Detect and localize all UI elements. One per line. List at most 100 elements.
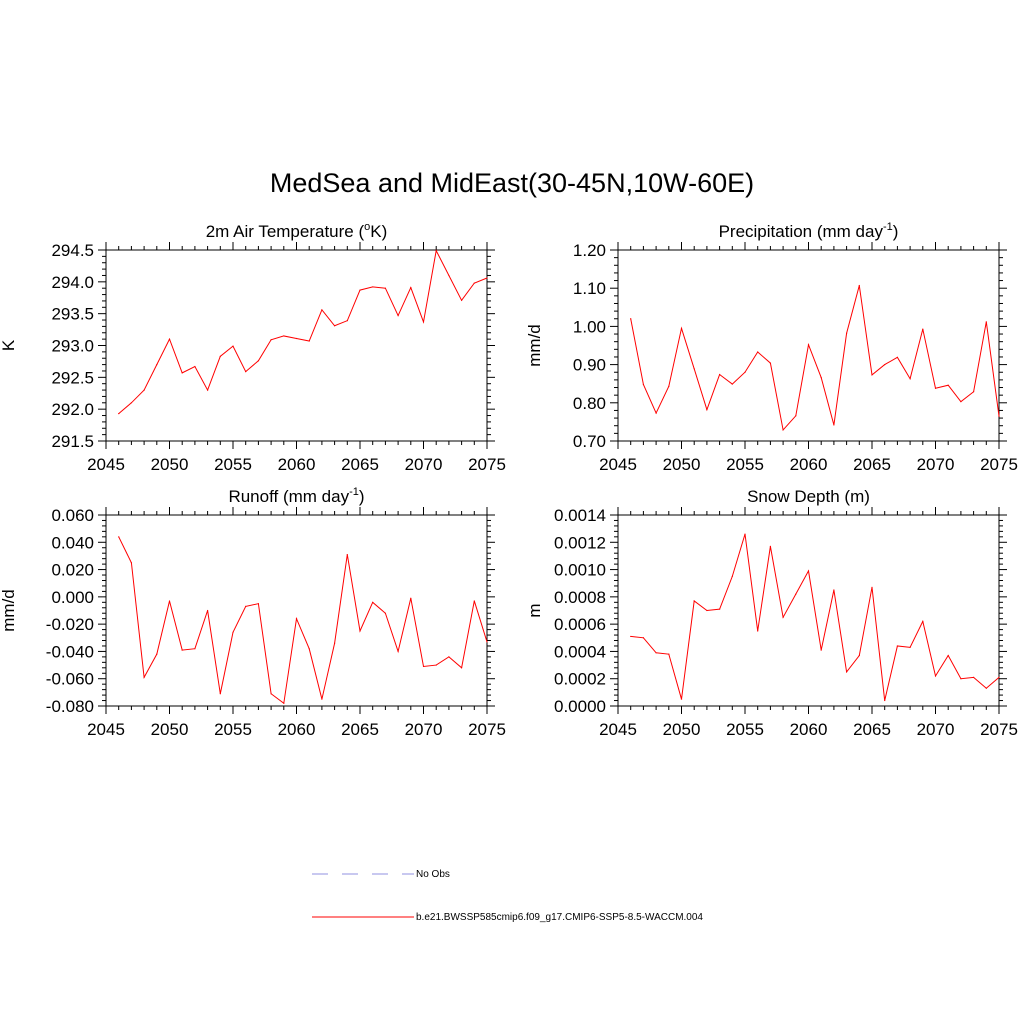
y-tick-label: 0.0000 — [554, 697, 606, 716]
data-point — [642, 637, 645, 639]
data-point — [168, 600, 171, 602]
y-axis-label: mm/d — [0, 589, 18, 632]
data-point — [372, 286, 374, 288]
chart-panels: 2045 2050 2055 2060 2065 2070 2075 291.5 292.0 29… — [0, 221, 1018, 739]
x-tick-label: 2050 — [151, 455, 189, 474]
x-tick-label: 2050 — [663, 455, 701, 474]
series-line — [118, 249, 488, 415]
y-tick-label: 0.70 — [573, 432, 606, 451]
data-point — [680, 327, 683, 329]
x-tick-label: 2065 — [341, 455, 379, 474]
y-axis-label: m — [525, 603, 544, 617]
x-tick-label: 2055 — [726, 455, 764, 474]
data-point — [807, 344, 810, 346]
data-point — [947, 654, 949, 657]
data-point — [461, 299, 463, 301]
data-point — [731, 383, 733, 385]
data-point — [744, 533, 746, 535]
data-point — [143, 676, 145, 678]
x-tick-label: 2060 — [790, 720, 828, 739]
x-tick-label: 2045 — [87, 720, 125, 739]
data-point — [706, 609, 708, 612]
chart-panel: 2045 2050 2055 2060 2065 2070 2075 291.5 292.0 29… — [0, 221, 506, 474]
data-point — [397, 314, 399, 317]
y-tick-label: 1.10 — [573, 279, 606, 298]
data-point — [985, 687, 987, 689]
data-point — [295, 337, 298, 340]
data-point — [486, 277, 488, 279]
data-point — [245, 605, 247, 608]
data-point — [668, 653, 670, 655]
data-point — [846, 671, 848, 673]
y-tick-label: 294.0 — [51, 273, 94, 292]
data-point — [346, 553, 348, 556]
data-point — [833, 424, 835, 426]
data-point — [630, 635, 632, 638]
panel-title: 2m Air Temperature (oK) — [206, 221, 388, 241]
panel-title: Runoff (mm day-1) — [228, 486, 364, 506]
data-point — [207, 609, 209, 612]
y-tick-label: 293.0 — [51, 337, 94, 356]
y-tick-label: 0.000 — [51, 588, 94, 607]
data-point — [909, 646, 911, 648]
data-point — [731, 575, 733, 577]
data-point — [884, 364, 886, 366]
data-point — [795, 593, 797, 595]
x-tick-label: 2075 — [980, 455, 1018, 474]
data-point — [194, 648, 196, 650]
x-tick-label: 2075 — [980, 720, 1018, 739]
x-tick-label: 2060 — [278, 455, 316, 474]
data-point — [795, 415, 797, 417]
data-point — [156, 364, 158, 366]
y-tick-label: 0.0014 — [554, 506, 606, 525]
data-point — [257, 360, 259, 362]
panel-title: Snow Depth (m) — [747, 487, 870, 506]
data-point — [283, 702, 285, 704]
x-tick-label: 2070 — [917, 455, 955, 474]
data-point — [934, 675, 937, 677]
data-point — [346, 320, 348, 322]
y-tick-label: 1.20 — [573, 241, 606, 260]
data-point — [757, 351, 759, 353]
data-point — [922, 620, 924, 623]
y-axis-label: K — [0, 339, 18, 351]
data-point — [143, 389, 145, 391]
data-point — [448, 274, 450, 277]
data-point — [858, 284, 860, 287]
y-tick-label: -0.020 — [46, 615, 94, 634]
data-point — [693, 368, 695, 370]
data-point — [846, 332, 848, 334]
data-point — [372, 601, 374, 603]
x-tick-label: 2050 — [151, 720, 189, 739]
data-point — [985, 321, 987, 323]
data-point — [219, 355, 221, 357]
plot-frame — [105, 249, 488, 442]
data-point — [321, 698, 323, 700]
y-tick-label: 0.020 — [51, 561, 94, 580]
x-tick-label: 2075 — [468, 455, 506, 474]
chart-panel: 2045 2050 2055 2060 2065 2070 2075 0.70 0.80 0.90… — [525, 221, 1018, 474]
data-point — [782, 616, 784, 618]
x-tick-label: 2065 — [853, 720, 891, 739]
data-point — [168, 338, 171, 340]
x-tick-label: 2055 — [214, 720, 252, 739]
series-line — [118, 536, 488, 705]
data-point — [207, 389, 209, 391]
data-point — [232, 631, 234, 633]
data-point — [973, 676, 975, 678]
data-point — [422, 665, 425, 668]
x-tick-label: 2070 — [405, 455, 443, 474]
data-point — [973, 391, 975, 393]
data-point — [448, 656, 450, 658]
chart-panel: 2045 2050 2055 2060 2065 2070 2075 0.0000 0.0002… — [525, 487, 1018, 739]
series-line — [630, 285, 1000, 432]
x-tick-label: 2050 — [663, 720, 701, 739]
data-point — [435, 664, 437, 666]
data-point — [655, 412, 657, 414]
y-tick-label: 292.5 — [51, 368, 94, 387]
y-tick-label: 1.00 — [573, 317, 606, 336]
legend-model-label: b.e21.BWSSP585cmip6.f09_g17.CMIP6-SSP5-8… — [416, 912, 703, 923]
data-point — [194, 365, 196, 368]
y-tick-label: 291.5 — [51, 432, 94, 451]
